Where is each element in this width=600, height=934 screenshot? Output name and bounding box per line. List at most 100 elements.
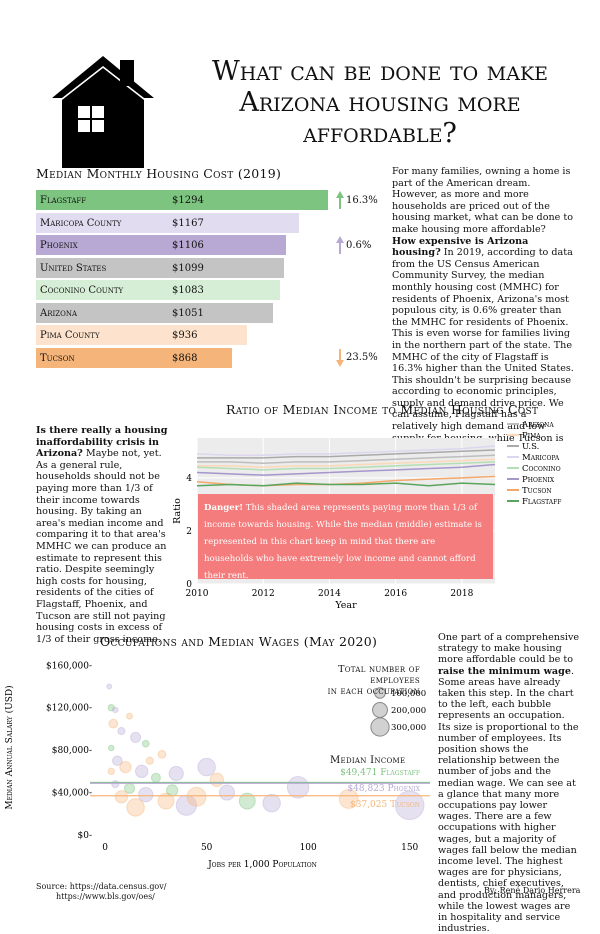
x-tick-label: 150 xyxy=(401,843,418,853)
occupation-bubble xyxy=(286,776,310,799)
occupation-bubble xyxy=(262,793,281,813)
occupation-bubble xyxy=(238,792,256,810)
occupation-bubble xyxy=(107,744,115,752)
y-tick-label: $40,000- xyxy=(52,789,92,799)
median-income-label: $37,025 Tucson xyxy=(350,800,420,810)
median-income-label: $48,823 Phoenix xyxy=(347,784,420,794)
x-tick-label: 100 xyxy=(300,843,317,853)
occupation-bubble xyxy=(186,786,207,807)
danger-text: This shaded area represents paying more … xyxy=(204,503,482,581)
occupation-bubble xyxy=(112,755,123,767)
change-annotation: 16.3% xyxy=(336,191,378,209)
wage-bold: raise the minimum wage xyxy=(438,665,571,677)
y-tick-label: 4 xyxy=(186,474,192,484)
wage-paragraph: One part of a comprehensive strategy to … xyxy=(438,632,580,934)
occupation-bubble xyxy=(141,739,150,748)
arrow-down-icon xyxy=(336,348,344,367)
occupation-bubble xyxy=(168,765,184,782)
bar-value: $1167 xyxy=(172,217,204,229)
arrow-up-icon xyxy=(336,236,344,254)
source-line-1: Source: https://data.census.gov/ xyxy=(36,882,167,891)
change-annotation: 0.6% xyxy=(336,236,371,254)
occupation-bubble xyxy=(338,788,359,809)
x-tick-label: 2016 xyxy=(384,589,407,599)
bar-chart: Flagstaff $1294 Maricopa County $1167 Phoeni… xyxy=(36,190,381,370)
source-line-2: https://www.bls.gov/oes/ xyxy=(56,892,155,901)
crisis-paragraph: Is there really a housing inaffordabilit… xyxy=(36,425,174,645)
legend-label: U.S. xyxy=(522,442,539,452)
size-legend-bubble xyxy=(372,702,388,718)
bar-label: Phoenix xyxy=(40,240,78,251)
size-legend-bubble xyxy=(370,717,390,737)
bar-label: Coconino County xyxy=(40,285,124,296)
bar-value: $868 xyxy=(172,352,198,364)
change-annotation: 23.5% xyxy=(336,348,378,367)
source: Source: https://data.census.gov/ https:/… xyxy=(36,882,166,902)
bar-label: Arizona xyxy=(40,307,78,319)
occupation-bubble xyxy=(218,784,236,801)
x-axis-label: Year xyxy=(334,600,357,611)
occupation-bubble xyxy=(112,706,119,714)
x-tick-label: 2010 xyxy=(186,589,209,599)
occupation-bubble xyxy=(111,780,120,789)
danger-box: Danger! This shaded area represents payi… xyxy=(198,494,493,581)
y-tick-label: $80,000- xyxy=(52,746,92,756)
legend-label: Pima xyxy=(522,431,541,441)
legend-label: Maricopa xyxy=(522,453,560,463)
occupation-bubble xyxy=(106,683,113,690)
y-tick-label: 2 xyxy=(186,527,192,537)
change-value: 23.5% xyxy=(346,352,378,363)
legend-label: Flagstaff xyxy=(522,497,561,507)
bar-2: Phoenix $1106 xyxy=(36,235,286,255)
series-line-coconino xyxy=(196,461,496,471)
y-axis-label: Median Annual Salary (USD) xyxy=(4,685,15,809)
y-axis-label: Ratio xyxy=(172,498,183,524)
bar-label: Flagstaff xyxy=(40,195,87,206)
size-legend-title-1: Total number of employees xyxy=(338,664,420,686)
line-chart-title: Ratio of Median Income to Median Housing… xyxy=(226,402,539,417)
occupation-bubble xyxy=(145,756,154,765)
occupation-bubble xyxy=(209,772,224,788)
bar-5: Arizona $1051 xyxy=(36,302,274,323)
median-income-title: Median Income xyxy=(330,755,406,766)
occupation-bubble xyxy=(123,782,136,794)
scatter-chart: $0- $40,000- $80,000- $120,000- $160,000- 0 50… xyxy=(4,661,430,870)
x-tick-label: 2014 xyxy=(318,589,341,599)
x-tick-label: 50 xyxy=(201,843,213,853)
size-legend-label: 300,000 xyxy=(391,723,426,733)
bar-value: $936 xyxy=(172,330,198,341)
size-legend-label: 200,000 xyxy=(391,706,426,716)
y-tick-label: $0- xyxy=(78,831,93,841)
bar-1: Maricopa County $1167 xyxy=(36,212,300,233)
wage-lead: One part of a comprehensive strategy to … xyxy=(438,632,580,666)
legend-label: Phoenix xyxy=(522,475,555,485)
size-legend-title-2: in each occupation xyxy=(327,686,420,697)
change-value: 0.6% xyxy=(346,239,372,251)
scatter-title: Occupations and Median Wages (May 2020) xyxy=(100,634,378,649)
series-line-phoenix xyxy=(196,463,496,476)
bar-0: Flagstaff $1294 xyxy=(36,190,328,210)
x-tick-label: 0 xyxy=(102,843,108,853)
median-income-label: $49,471 Flagstaff xyxy=(340,768,420,778)
bar-label: Maricopa County xyxy=(40,217,122,229)
house-icon xyxy=(52,56,154,168)
occupation-bubble xyxy=(166,784,179,797)
occupation-bubble xyxy=(394,790,425,821)
bar-chart-title: Median Monthly Housing Cost (2019) xyxy=(36,166,282,181)
occupation-bubble xyxy=(126,798,145,817)
wage-body: . Some areas have already taken this ste… xyxy=(438,665,579,934)
size-legend-title: Total number of employees in each occupa… xyxy=(300,664,420,697)
series-line-pima xyxy=(197,458,496,468)
legend-label: Tucson xyxy=(522,486,552,496)
occupation-bubble xyxy=(107,704,115,712)
y-tick-label: $160,000- xyxy=(46,661,92,671)
bar-value: $1099 xyxy=(172,262,204,274)
occupation-bubble xyxy=(150,772,161,783)
legend-label: Arizona xyxy=(521,420,554,430)
occupation-bubble xyxy=(135,764,149,779)
bar-value: $1106 xyxy=(172,240,204,251)
bar-value: $1294 xyxy=(172,195,204,206)
bar-value: $1083 xyxy=(172,285,204,296)
occupation-bubble xyxy=(119,760,132,774)
bar-6: Pima County $936 xyxy=(36,325,248,345)
